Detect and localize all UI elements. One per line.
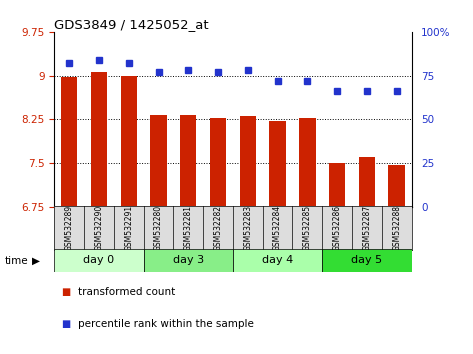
Text: GSM532281: GSM532281 <box>184 205 193 251</box>
FancyBboxPatch shape <box>322 249 412 272</box>
Bar <box>210 118 226 207</box>
Bar <box>299 118 315 207</box>
Text: time: time <box>5 256 28 266</box>
Text: transformed count: transformed count <box>78 287 175 297</box>
Bar <box>121 76 137 207</box>
Text: percentile rank within the sample: percentile rank within the sample <box>78 319 254 329</box>
Text: GSM532280: GSM532280 <box>154 205 163 251</box>
Bar <box>240 116 256 207</box>
Text: day 3: day 3 <box>173 255 204 266</box>
Text: GSM532282: GSM532282 <box>214 205 223 251</box>
Text: GSM532291: GSM532291 <box>124 205 133 251</box>
FancyBboxPatch shape <box>54 249 144 272</box>
Bar <box>388 165 405 207</box>
Text: GSM532286: GSM532286 <box>333 205 342 251</box>
Text: ▶: ▶ <box>32 256 40 266</box>
FancyBboxPatch shape <box>233 249 322 272</box>
Text: GSM532289: GSM532289 <box>65 205 74 251</box>
Text: GSM532285: GSM532285 <box>303 205 312 251</box>
Bar <box>91 72 107 207</box>
Text: GDS3849 / 1425052_at: GDS3849 / 1425052_at <box>54 18 209 31</box>
FancyBboxPatch shape <box>144 249 233 272</box>
Text: GSM532288: GSM532288 <box>392 205 401 251</box>
Bar <box>270 121 286 207</box>
Text: GSM532287: GSM532287 <box>362 205 371 251</box>
Text: ■: ■ <box>61 287 71 297</box>
Bar <box>359 158 375 207</box>
Text: day 5: day 5 <box>351 255 383 266</box>
Text: GSM532283: GSM532283 <box>243 205 252 251</box>
Text: GSM532290: GSM532290 <box>95 205 104 251</box>
Text: day 4: day 4 <box>262 255 293 266</box>
Bar <box>180 115 196 207</box>
Text: ■: ■ <box>61 319 71 329</box>
Bar <box>61 78 78 207</box>
Text: day 0: day 0 <box>83 255 114 266</box>
Bar <box>150 115 167 207</box>
Bar <box>329 163 345 207</box>
Text: GSM532284: GSM532284 <box>273 205 282 251</box>
